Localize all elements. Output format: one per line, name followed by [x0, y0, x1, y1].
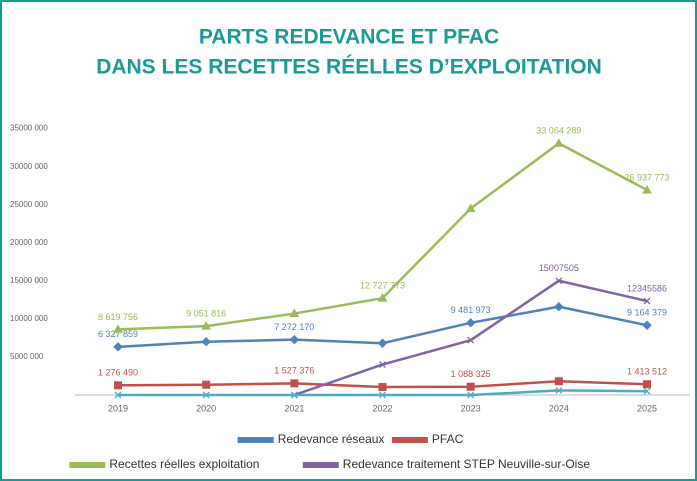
- marker: [555, 386, 563, 394]
- marker: [466, 382, 475, 391]
- marker: [465, 318, 476, 328]
- data-label: 9 164 379: [627, 308, 667, 318]
- x-tick-label: 2020: [196, 403, 216, 413]
- marker: [113, 324, 123, 333]
- data-label: 12 727 773: [360, 281, 405, 291]
- marker: [379, 361, 386, 369]
- y-tick-label: 15000 000: [10, 276, 48, 285]
- marker: [467, 336, 475, 344]
- x-tick-label: 2024: [549, 403, 569, 413]
- marker: [378, 383, 387, 392]
- marker: [467, 391, 475, 399]
- marker: [643, 297, 651, 305]
- marker: [554, 377, 563, 386]
- marker: [290, 379, 299, 388]
- marker: [642, 184, 652, 194]
- y-tick-label: 30000 000: [10, 162, 48, 171]
- marker: [114, 391, 122, 399]
- marker: [642, 320, 652, 330]
- marker: [377, 338, 388, 348]
- data-label: 1 527 376: [274, 366, 314, 376]
- marker: [553, 138, 564, 147]
- marker: [113, 342, 123, 352]
- marker: [202, 391, 210, 399]
- marker: [379, 391, 386, 399]
- data-label: 1 413 512: [627, 367, 667, 377]
- data-label: 8 619 756: [98, 312, 138, 322]
- y-tick-label: 10000 000: [10, 314, 48, 323]
- x-tick-label: 2021: [284, 403, 304, 413]
- legend-swatch: [69, 462, 106, 468]
- marker: [643, 387, 651, 395]
- legend-swatch: [391, 437, 428, 443]
- marker: [201, 321, 212, 330]
- data-label: 9 051 816: [186, 308, 226, 318]
- chart-title: PARTS REDEVANCE ET PFAC: [199, 26, 499, 49]
- data-label: 1 276 490: [98, 368, 138, 378]
- data-label: 6 327 859: [98, 329, 138, 339]
- y-tick-label: 20000 000: [10, 238, 48, 247]
- legend-label: Recettes réelles exploitation: [109, 457, 259, 471]
- x-tick-label: 2023: [461, 403, 481, 413]
- chart-title: DANS LES RECETTES RÉELLES D’EXPLOITATION: [96, 56, 602, 79]
- marker: [643, 380, 651, 389]
- y-tick-label: 35000 000: [10, 124, 48, 133]
- y-tick-label: 5000 000: [10, 352, 44, 361]
- data-label: 33 064 289: [536, 126, 581, 136]
- legend-swatch: [237, 437, 274, 443]
- marker: [114, 381, 122, 390]
- marker: [289, 334, 300, 345]
- marker: [290, 391, 298, 399]
- legend-label: Redevance réseaux: [278, 432, 385, 446]
- data-label: 12345586: [627, 283, 667, 293]
- marker: [289, 308, 300, 318]
- y-tick-label: 25000 000: [10, 200, 48, 209]
- data-label: 26 937 773: [624, 172, 669, 182]
- x-tick-label: 2022: [372, 403, 392, 413]
- marker: [465, 203, 476, 213]
- legend-label: PFAC: [432, 432, 464, 446]
- data-label: 15007505: [539, 263, 579, 273]
- data-label: 9 481 973: [451, 305, 491, 315]
- data-label: 1 088 325: [451, 369, 491, 379]
- data-label: 7 272 170: [274, 322, 314, 332]
- marker: [201, 337, 211, 347]
- marker: [554, 302, 564, 312]
- legend-swatch: [302, 462, 339, 468]
- marker: [202, 380, 211, 389]
- legend-label: Redevance traitement STEP Neuville-sur-O…: [343, 457, 591, 471]
- marker: [377, 293, 388, 302]
- marker: [555, 277, 563, 285]
- x-tick-label: 2019: [108, 403, 128, 413]
- x-tick-label: 2025: [637, 403, 657, 413]
